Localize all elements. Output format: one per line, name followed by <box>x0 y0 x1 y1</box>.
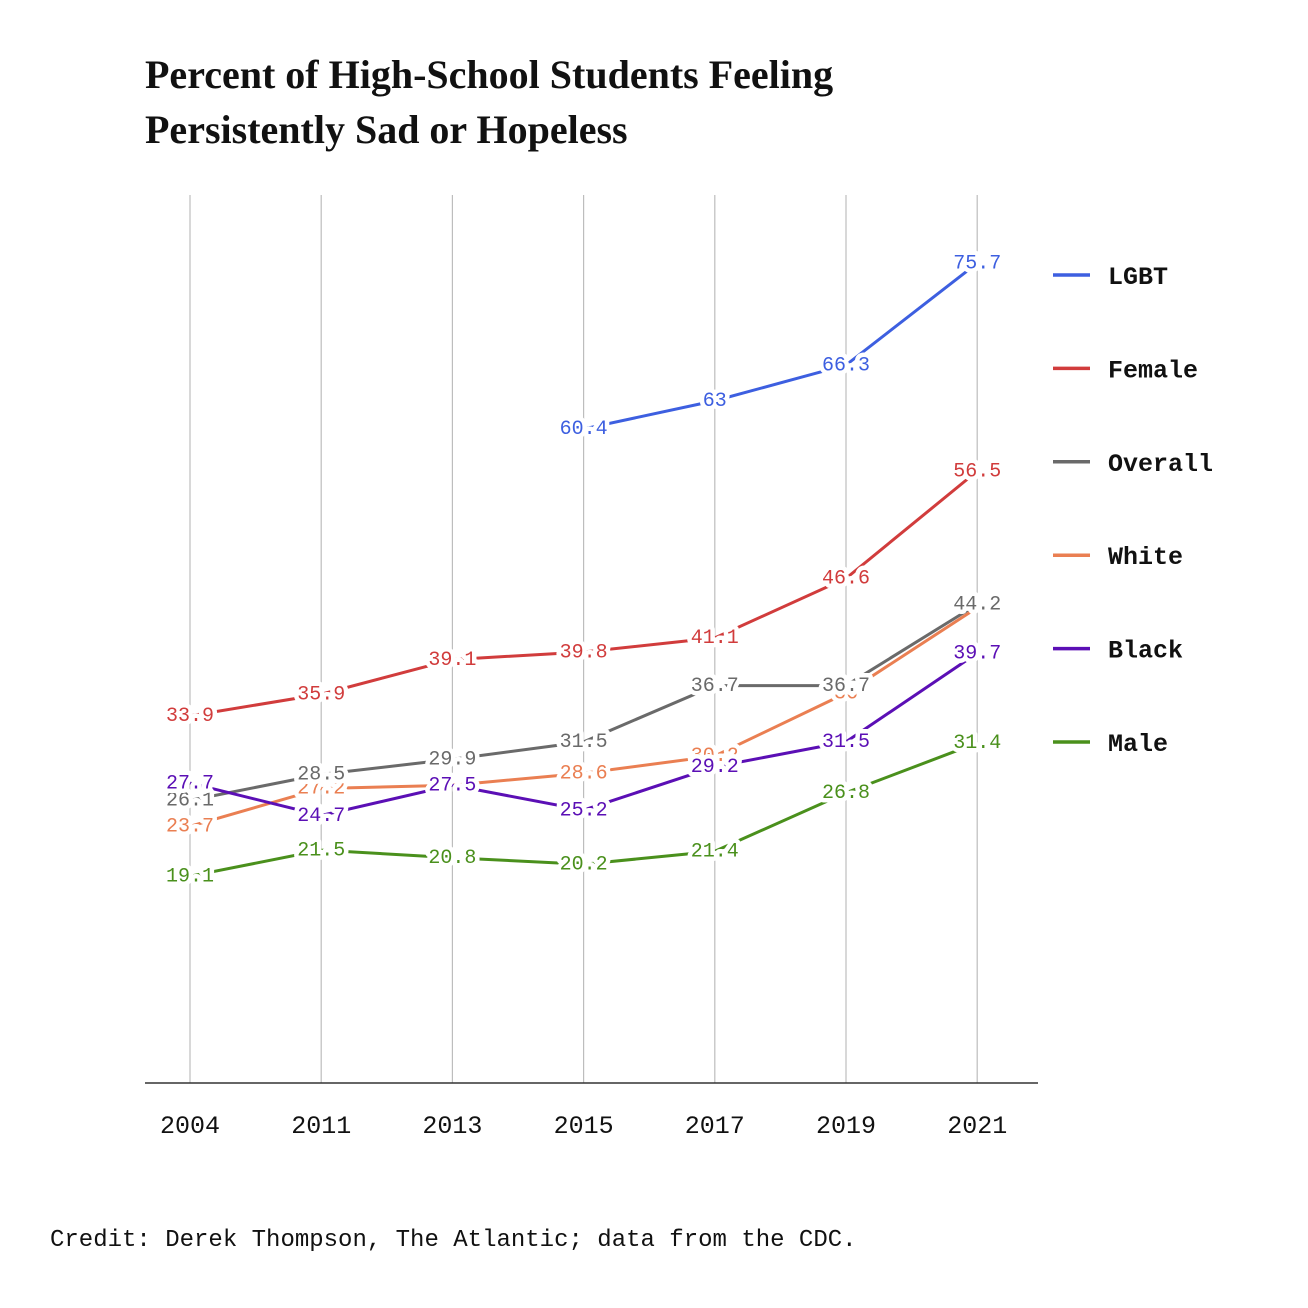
x-tick-label: 2015 <box>554 1112 614 1141</box>
x-tick-label: 2021 <box>947 1112 1007 1141</box>
data-label: 63 <box>703 390 727 413</box>
data-label: 35.9 <box>297 684 345 707</box>
data-label: 60.4 <box>560 418 608 441</box>
data-label: 25.2 <box>560 799 608 822</box>
x-tick-label: 2017 <box>685 1112 745 1141</box>
data-label: 29.9 <box>428 748 476 771</box>
data-label: 39.8 <box>560 641 608 664</box>
data-label: 31.4 <box>953 732 1001 755</box>
chart-title: Percent of High-School Students Feeling … <box>145 52 843 152</box>
line <box>189 741 978 878</box>
legend-label: White <box>1108 543 1183 572</box>
data-label: 28.5 <box>297 764 345 787</box>
data-label: 21.4 <box>691 841 739 864</box>
data-label: 30.2 <box>691 745 739 768</box>
data-label: 27.5 <box>428 774 476 797</box>
data-label: 41.1 <box>691 627 739 650</box>
data-label: 39.1 <box>428 649 476 672</box>
data-label: 26.8 <box>822 782 870 805</box>
data-label: 26.1 <box>166 790 214 813</box>
chart-title-line: Percent of High-School Students Feeling <box>145 52 833 97</box>
x-tick-label: 2019 <box>816 1112 876 1141</box>
data-label: 33.9 <box>166 705 214 728</box>
data-label: 39.7 <box>953 642 1001 665</box>
data-label: 21.5 <box>297 839 345 862</box>
credit: Credit: Derek Thompson, The Atlantic; da… <box>50 1227 857 1254</box>
legend-label: Black <box>1108 637 1183 666</box>
legend-label: LGBT <box>1108 263 1168 292</box>
data-label: 36 <box>834 682 858 705</box>
data-label: 27.2 <box>297 778 345 801</box>
data-label: 20.8 <box>428 847 476 870</box>
data-label: 27.7 <box>166 772 214 795</box>
legend-label: Female <box>1108 356 1198 385</box>
data-label: 66.3 <box>822 354 870 377</box>
line <box>189 651 979 818</box>
x-tick-label: 2011 <box>291 1112 351 1141</box>
data-label: 31.5 <box>560 731 608 754</box>
x-tick-label: 2013 <box>422 1112 482 1141</box>
legend-label: Male <box>1108 730 1168 759</box>
data-label: 36.7 <box>691 675 739 698</box>
data-label: 23.7 <box>166 816 214 839</box>
data-label: 36.7 <box>822 675 870 698</box>
data-label: 75.7 <box>953 253 1001 276</box>
data-label: 44.2 <box>953 594 1001 617</box>
data-label: 27.5 <box>428 774 476 797</box>
data-label: 46.6 <box>822 568 870 591</box>
line <box>189 606 979 828</box>
line <box>189 603 978 802</box>
chart-title-line: Persistently Sad or Hopeless <box>145 107 628 152</box>
x-tick-label: 2004 <box>160 1112 220 1141</box>
legend-label: Overall <box>1108 450 1213 479</box>
line <box>583 262 979 431</box>
data-label: 31.5 <box>822 731 870 754</box>
data-label: 28.6 <box>560 763 608 786</box>
data-label: 20.2 <box>560 854 608 877</box>
line <box>189 469 979 718</box>
data-label: 19.1 <box>166 865 214 888</box>
data-label: 56.5 <box>953 460 1001 483</box>
data-label: 29.2 <box>691 756 739 779</box>
data-label: 24.7 <box>297 805 345 828</box>
